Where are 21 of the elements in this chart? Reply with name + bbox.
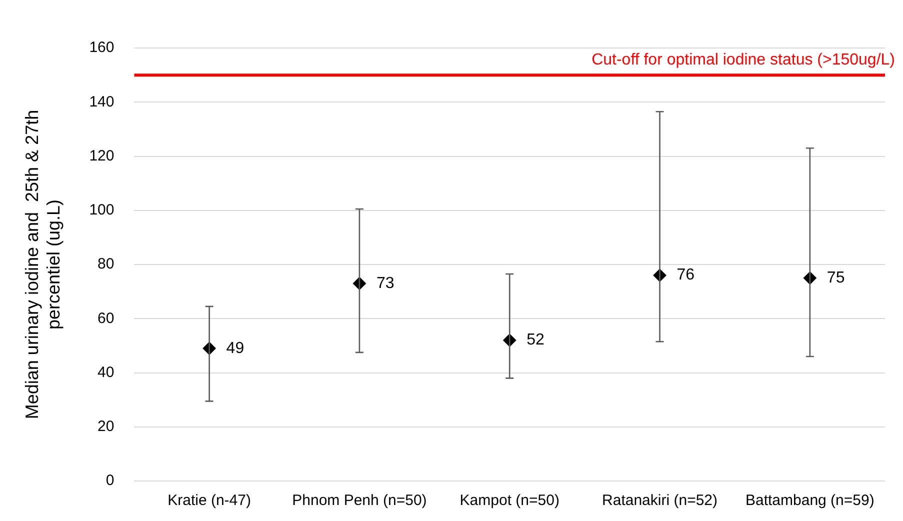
ref-line-label: Cut-off for optimal iodine status (>150ug/L): [592, 51, 895, 68]
data-label: 49: [226, 340, 244, 357]
y-tick-label: 120: [89, 147, 114, 164]
x-tick-label: Phnom Penh (n=50): [292, 492, 427, 510]
x-tick-label: Ratanakiri (n=52): [602, 492, 718, 510]
data-label: 73: [376, 274, 394, 292]
x-tick-label: Kampot (n=50): [460, 492, 560, 510]
data-label: 76: [676, 266, 695, 284]
data-label: 52: [526, 332, 545, 349]
y-axis-title: Median urinary iodine and 25th & 27th percentiel (ug.L): [22, 110, 64, 420]
data-label: 75: [826, 269, 845, 286]
x-tick-label: Kratie (n-47): [168, 492, 251, 510]
y-tick-label: 160: [89, 39, 114, 56]
y-tick-label: 20: [98, 418, 114, 436]
y-tick-label: 0: [106, 472, 114, 490]
y-tick-label: 80: [98, 256, 114, 273]
y-tick-label: 140: [89, 93, 114, 110]
x-tick-label: Battambang (n=59): [746, 492, 874, 510]
y-tick-label: 60: [98, 310, 114, 327]
y-tick-label: 40: [98, 364, 114, 381]
y-tick-label: 100: [89, 202, 114, 219]
